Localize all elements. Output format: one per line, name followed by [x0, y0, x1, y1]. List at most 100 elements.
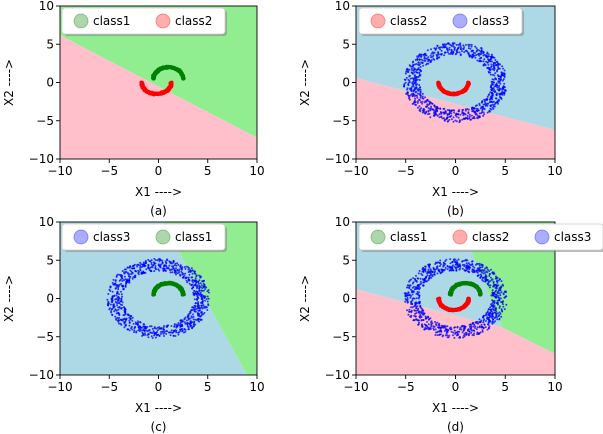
point-class3 [487, 318, 490, 321]
point-class3 [453, 48, 456, 51]
point-class3 [403, 78, 406, 81]
point-class3 [492, 303, 495, 306]
legend: class1 class2 class3 [358, 223, 603, 252]
point-class3 [192, 323, 195, 326]
series-class3 [106, 257, 210, 339]
point-class3 [144, 260, 147, 263]
point-class3 [427, 60, 430, 63]
point-class3 [419, 65, 422, 68]
point-class3 [430, 325, 432, 328]
point-class3 [137, 263, 139, 266]
point-class3 [418, 71, 421, 74]
point-class3 [185, 265, 188, 268]
point-class3 [145, 329, 148, 332]
point-class3 [423, 101, 426, 104]
point-class3 [419, 89, 422, 91]
y-tick-label: 10 [39, 215, 54, 229]
point-class3 [431, 270, 434, 273]
point-class3 [452, 269, 455, 272]
point-class3 [444, 43, 447, 46]
point-class3 [158, 257, 161, 260]
point-class3 [199, 282, 202, 285]
point-class3 [478, 262, 481, 265]
point-class3 [498, 292, 501, 295]
point-class3 [177, 323, 180, 326]
point-class3 [490, 66, 493, 68]
point-class3 [470, 114, 473, 117]
point-class3 [416, 291, 419, 293]
point-class3 [478, 104, 481, 107]
point-class3 [459, 267, 462, 270]
point-class3 [143, 264, 146, 267]
point-class3 [120, 300, 123, 303]
point-class3 [180, 268, 183, 271]
point-class3 [432, 327, 435, 330]
point-class3 [411, 72, 414, 75]
point-class3 [121, 295, 124, 298]
point-class3 [486, 310, 489, 313]
point-class3 [441, 43, 444, 46]
point-class3 [439, 259, 442, 262]
point-class3 [420, 70, 422, 73]
point-class3 [463, 332, 466, 335]
point-class3 [478, 112, 481, 115]
point-class3 [482, 314, 485, 317]
point-class3 [415, 318, 418, 321]
point-class3 [150, 263, 153, 266]
panel-caption: (d) [447, 420, 464, 434]
point-class3 [430, 276, 433, 279]
point-class3 [189, 317, 192, 320]
point-class3 [493, 56, 496, 59]
point-class3 [195, 302, 198, 305]
point-class3 [418, 302, 421, 305]
point-class3 [471, 260, 474, 263]
point-class3 [140, 326, 143, 329]
point-class3 [467, 112, 470, 115]
point-class3 [205, 298, 208, 300]
point-class3 [455, 49, 458, 52]
point-class3 [487, 102, 490, 105]
point-class3 [171, 271, 174, 274]
point-class3 [426, 98, 429, 101]
point-class3 [490, 303, 492, 306]
point-class3 [446, 328, 449, 331]
point-class3 [179, 326, 182, 328]
point-class3 [431, 51, 434, 54]
point-class3 [424, 270, 427, 273]
point-class3 [426, 325, 429, 328]
point-class2 [169, 80, 174, 85]
point-class3 [139, 268, 141, 271]
point-class3 [489, 280, 492, 283]
point-class3 [156, 329, 159, 332]
y-tick-label: 0 [342, 76, 350, 90]
point-class3 [121, 301, 124, 304]
point-class3 [423, 55, 426, 58]
point-class3 [457, 47, 459, 50]
point-class3 [499, 76, 502, 78]
point-class3 [450, 51, 453, 54]
point-class3 [498, 87, 501, 90]
point-class3 [133, 263, 136, 266]
point-class3 [419, 280, 422, 283]
point-class3 [487, 284, 490, 287]
point-class3 [503, 92, 506, 94]
point-class3 [427, 323, 430, 326]
point-class3 [414, 312, 417, 315]
point-class3 [430, 105, 432, 108]
point-class3 [413, 288, 416, 291]
point-class3 [480, 50, 483, 53]
point-class3 [143, 327, 146, 330]
point-class3 [450, 49, 453, 52]
point-class3 [419, 101, 422, 104]
point-class3 [499, 294, 502, 297]
point-class3 [428, 263, 431, 266]
point-class3 [494, 85, 497, 87]
point-class3 [416, 96, 419, 99]
point-class3 [107, 304, 110, 307]
point-class3 [497, 294, 499, 297]
point-class3 [436, 57, 438, 60]
point-class3 [493, 283, 496, 286]
x-axis-label: X1 ----> [135, 401, 182, 415]
point-class3 [450, 269, 453, 271]
